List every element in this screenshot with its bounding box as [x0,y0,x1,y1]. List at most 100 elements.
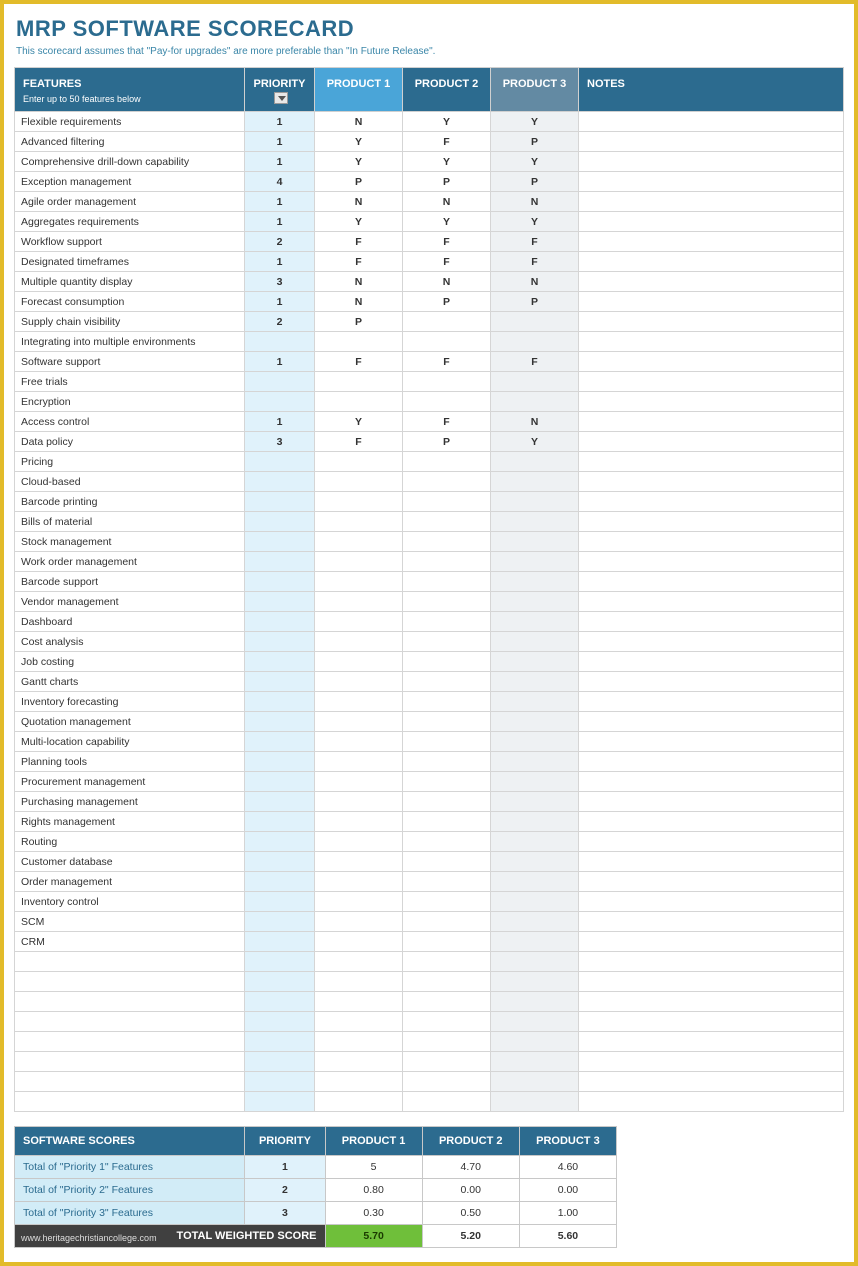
cell[interactable] [403,632,491,652]
cell[interactable] [579,1092,844,1112]
cell[interactable] [579,452,844,472]
cell[interactable] [245,812,315,832]
table-row[interactable]: Software support1FFF [15,352,844,372]
cell[interactable] [245,592,315,612]
table-row[interactable]: Order management [15,872,844,892]
table-row[interactable]: Barcode support [15,572,844,592]
cell[interactable]: F [403,132,491,152]
cell[interactable] [579,712,844,732]
cell[interactable]: Pricing [15,452,245,472]
table-row[interactable]: Cloud-based [15,472,844,492]
cell[interactable]: 1 [245,212,315,232]
cell[interactable] [245,832,315,852]
table-row[interactable]: Routing [15,832,844,852]
cell[interactable] [315,1052,403,1072]
cell[interactable]: P [315,312,403,332]
cell[interactable] [491,552,579,572]
cell[interactable] [315,852,403,872]
cell[interactable]: Stock management [15,532,245,552]
cell[interactable] [315,1092,403,1112]
cell[interactable] [245,392,315,412]
table-row[interactable]: Pricing [15,452,844,472]
cell[interactable] [403,652,491,672]
cell[interactable] [245,1012,315,1032]
cell[interactable] [579,1072,844,1092]
cell[interactable] [403,692,491,712]
cell[interactable] [245,692,315,712]
cell[interactable] [403,612,491,632]
cell[interactable]: Data policy [15,432,245,452]
cell[interactable] [579,172,844,192]
cell[interactable] [491,592,579,612]
cell[interactable]: P [491,132,579,152]
cell[interactable] [491,1092,579,1112]
cell[interactable]: N [403,192,491,212]
cell[interactable]: P [491,172,579,192]
cell[interactable] [245,752,315,772]
cell[interactable] [579,632,844,652]
cell[interactable]: 1 [245,192,315,212]
cell[interactable]: Y [315,212,403,232]
cell[interactable]: P [403,292,491,312]
cell[interactable] [245,1032,315,1052]
cell[interactable] [315,952,403,972]
cell[interactable] [315,752,403,772]
cell[interactable] [579,232,844,252]
table-row[interactable]: Cost analysis [15,632,844,652]
cell[interactable] [579,392,844,412]
cell[interactable] [491,732,579,752]
cell[interactable]: Work order management [15,552,245,572]
table-row[interactable]: Purchasing management [15,792,844,812]
cell[interactable]: N [491,412,579,432]
cell[interactable] [491,572,579,592]
cell[interactable] [579,792,844,812]
cell[interactable]: Advanced filtering [15,132,245,152]
cell[interactable]: Job costing [15,652,245,672]
col-priority[interactable]: PRIORITY [245,68,315,112]
table-row[interactable] [15,1052,844,1072]
cell[interactable] [491,812,579,832]
cell[interactable]: N [315,112,403,132]
cell[interactable] [245,932,315,952]
cell[interactable] [245,992,315,1012]
cell[interactable] [579,732,844,752]
cell[interactable] [579,652,844,672]
cell[interactable]: F [491,232,579,252]
table-row[interactable]: Vendor management [15,592,844,612]
cell[interactable] [579,852,844,872]
cell[interactable] [245,472,315,492]
cell[interactable]: Designated timeframes [15,252,245,272]
cell[interactable]: Cost analysis [15,632,245,652]
table-row[interactable]: Customer database [15,852,844,872]
cell[interactable] [491,512,579,532]
cell[interactable] [403,992,491,1012]
table-row[interactable]: Comprehensive drill-down capability1YYY [15,152,844,172]
cell[interactable] [491,612,579,632]
cell[interactable] [315,992,403,1012]
table-row[interactable] [15,1012,844,1032]
cell[interactable] [491,932,579,952]
cell[interactable] [579,212,844,232]
cell[interactable] [245,452,315,472]
cell[interactable]: Y [315,152,403,172]
cell[interactable] [315,652,403,672]
cell[interactable] [579,292,844,312]
cell[interactable]: Cloud-based [15,472,245,492]
cell[interactable] [579,1032,844,1052]
cell[interactable] [579,952,844,972]
table-row[interactable]: Access control1YFN [15,412,844,432]
cell[interactable] [579,552,844,572]
cell[interactable] [403,572,491,592]
cell[interactable] [315,792,403,812]
table-row[interactable]: Free trials [15,372,844,392]
cell[interactable] [315,1012,403,1032]
cell[interactable] [491,1072,579,1092]
cell[interactable] [15,1032,245,1052]
cell[interactable] [403,852,491,872]
table-row[interactable] [15,1092,844,1112]
cell[interactable] [579,332,844,352]
cell[interactable]: F [403,252,491,272]
cell[interactable]: Dashboard [15,612,245,632]
cell[interactable]: 1 [245,152,315,172]
cell[interactable] [491,532,579,552]
